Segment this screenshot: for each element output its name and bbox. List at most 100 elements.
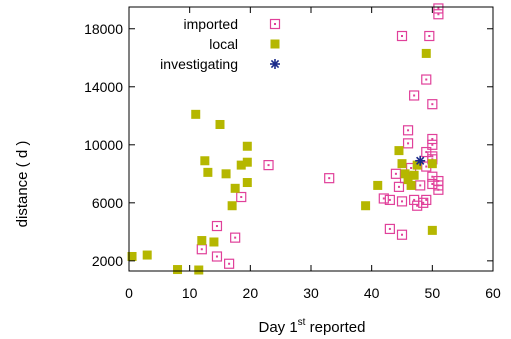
x-tick-label: 40 — [364, 285, 380, 301]
data-point-imported — [433, 184, 444, 195]
data-point-imported — [427, 133, 438, 145]
data-point-imported — [378, 193, 389, 204]
marker-dot — [394, 172, 397, 175]
marker-square — [433, 3, 444, 14]
x-axis-label-sup: st — [298, 317, 306, 328]
data-point-local — [409, 170, 419, 180]
marker-dot — [407, 129, 410, 132]
data-point-imported — [384, 194, 395, 206]
y-tick-label: 6000 — [92, 195, 123, 211]
marker-dot — [425, 165, 428, 168]
marker-dot — [431, 103, 434, 106]
data-point-local — [173, 265, 183, 275]
marker-dot — [382, 197, 385, 200]
star-stroke — [416, 156, 425, 165]
marker-dot — [410, 167, 413, 170]
data-point-imported — [424, 30, 435, 42]
marker-dot — [388, 198, 391, 201]
data-point-local — [242, 141, 252, 151]
data-point-local — [221, 169, 231, 179]
y-tick-label: 2000 — [92, 253, 123, 269]
marker-dot — [428, 35, 431, 38]
data-point-imported — [418, 197, 429, 208]
data-point-local — [194, 265, 204, 275]
data-point-imported — [263, 160, 274, 171]
series-investigating — [415, 155, 426, 166]
data-point-imported — [421, 74, 432, 85]
legend: imported local investigating — [160, 16, 281, 72]
x-axis-label-main: Day 1 — [258, 319, 297, 336]
data-point-imported — [396, 229, 408, 240]
data-point-imported — [402, 125, 414, 136]
data-point-local — [127, 251, 137, 261]
data-point-local — [197, 236, 207, 246]
y-tick-label: 14000 — [84, 79, 123, 95]
marker-square — [412, 200, 423, 211]
data-point-local — [421, 48, 431, 58]
marker-square — [224, 258, 235, 269]
marker-square — [396, 30, 408, 42]
marker-square — [378, 193, 389, 204]
marker-dot — [267, 164, 270, 167]
marker-square — [427, 99, 438, 110]
marker-dot — [431, 143, 434, 146]
marker-dot — [431, 175, 434, 178]
marker-dot — [437, 188, 440, 191]
marker-dot — [240, 196, 243, 199]
x-axis-label-rest: reported — [305, 319, 365, 336]
marker-square — [402, 125, 414, 136]
data-point-imported — [427, 99, 438, 110]
x-tick-label: 50 — [425, 285, 441, 301]
marker-dot — [397, 185, 400, 188]
data-point-local — [400, 169, 410, 179]
data-point-local — [361, 201, 371, 211]
marker-square — [211, 251, 223, 262]
marker-dot — [437, 13, 440, 16]
data-point-imported — [421, 194, 432, 206]
marker-dot — [215, 225, 218, 228]
marker-square — [424, 30, 435, 42]
data-point-local — [412, 160, 422, 170]
x-tick-label: 20 — [243, 285, 259, 301]
marker-dot — [328, 177, 331, 180]
marker-square — [384, 194, 395, 206]
marker-dot — [401, 233, 403, 236]
marker-dot — [431, 182, 434, 185]
marker-dot — [416, 204, 419, 207]
marker-square — [236, 191, 247, 203]
data-point-imported — [427, 139, 438, 150]
marker-dot — [431, 138, 434, 140]
marker-square — [433, 9, 444, 20]
plot-frame — [128, 6, 494, 272]
marker-dot — [413, 198, 416, 201]
marker-square — [427, 178, 438, 190]
data-point-imported — [211, 220, 223, 232]
data-point-imported — [196, 244, 207, 255]
data-point-imported — [224, 258, 235, 269]
marker-square — [415, 180, 426, 191]
data-point-imported — [230, 232, 241, 243]
marker-square — [396, 229, 408, 240]
x-tick-label: 10 — [182, 285, 198, 301]
data-point-local — [236, 160, 246, 170]
data-point-imported — [409, 194, 420, 206]
marker-square — [427, 133, 438, 145]
data-point-investigating — [415, 155, 426, 166]
legend-label-local: local — [209, 36, 238, 52]
marker-square — [421, 194, 432, 206]
y-tick-label: 18000 — [84, 21, 123, 37]
marker-dot — [274, 23, 276, 25]
series-local — [127, 48, 437, 275]
data-point-imported — [236, 191, 247, 203]
marker-dot — [425, 78, 428, 81]
y-axis-label: distance ( d ) — [14, 141, 31, 228]
marker-dot — [425, 198, 428, 201]
data-point-local — [200, 156, 210, 166]
marker-dot — [425, 151, 428, 154]
data-point-local — [215, 119, 225, 129]
data-point-imported — [396, 30, 408, 42]
marker-dot — [437, 7, 440, 10]
data-point-local — [373, 180, 383, 190]
marker-dot — [215, 255, 218, 258]
